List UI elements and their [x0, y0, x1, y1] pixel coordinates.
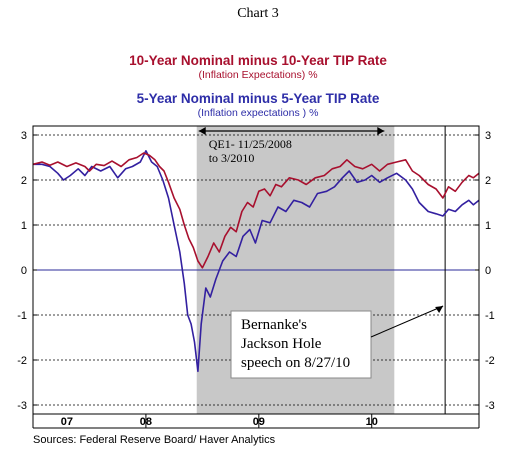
ytick-label-right: 2	[485, 175, 491, 187]
title-5-year: 5-Year Nominal minus 5-Year TIP Rate	[136, 91, 380, 106]
xtick-label: 10	[366, 416, 378, 428]
bernanke-callout-text: Bernanke's	[241, 317, 307, 333]
source-note: Sources: Federal Reserve Board/ Haver An…	[33, 434, 276, 446]
qe1-arrow-head-right	[377, 127, 385, 135]
ytick-label-left: -3	[17, 400, 27, 412]
ytick-label-right: 0	[485, 265, 491, 277]
ytick-label-left: -1	[17, 310, 27, 322]
chart-label: Chart 3	[237, 6, 279, 21]
ytick-label-right: -3	[485, 400, 495, 412]
ytick-label-right: -2	[485, 355, 495, 367]
subtitle-10-year: (Inflation Expectations) %	[198, 69, 318, 81]
ytick-label-right: 1	[485, 220, 491, 232]
ytick-label-left: -2	[17, 355, 27, 367]
bernanke-callout-arrow	[370, 305, 444, 338]
bernanke-callout-arrow-head	[435, 306, 444, 313]
series-10-year-line	[32, 152, 480, 269]
xtick-label: 07	[61, 416, 73, 428]
subtitle-5-year: (Inflation expectations ) %	[197, 107, 319, 119]
series-5-year-line	[33, 150, 480, 373]
bernanke-callout-text: speech on 8/27/10	[241, 355, 350, 371]
ytick-label-right: 3	[485, 130, 491, 142]
xtick-label: 09	[253, 416, 265, 428]
qe1-arrow-head-left	[198, 127, 206, 135]
ytick-label-left: 1	[21, 220, 27, 232]
qe1-label: QE1- 11/25/2008	[209, 137, 292, 151]
ytick-label-left: 0	[21, 265, 27, 277]
title-10-year: 10-Year Nominal minus 10-Year TIP Rate	[129, 53, 387, 68]
ytick-label-left: 2	[21, 175, 27, 187]
bernanke-callout-box	[230, 310, 372, 379]
ytick-label-left: 3	[21, 130, 27, 142]
qe1-label: to 3/2010	[209, 151, 255, 165]
ytick-label-right: -1	[485, 310, 495, 322]
xtick-label: 08	[140, 416, 152, 428]
bernanke-callout-text: Jackson Hole	[241, 336, 322, 352]
